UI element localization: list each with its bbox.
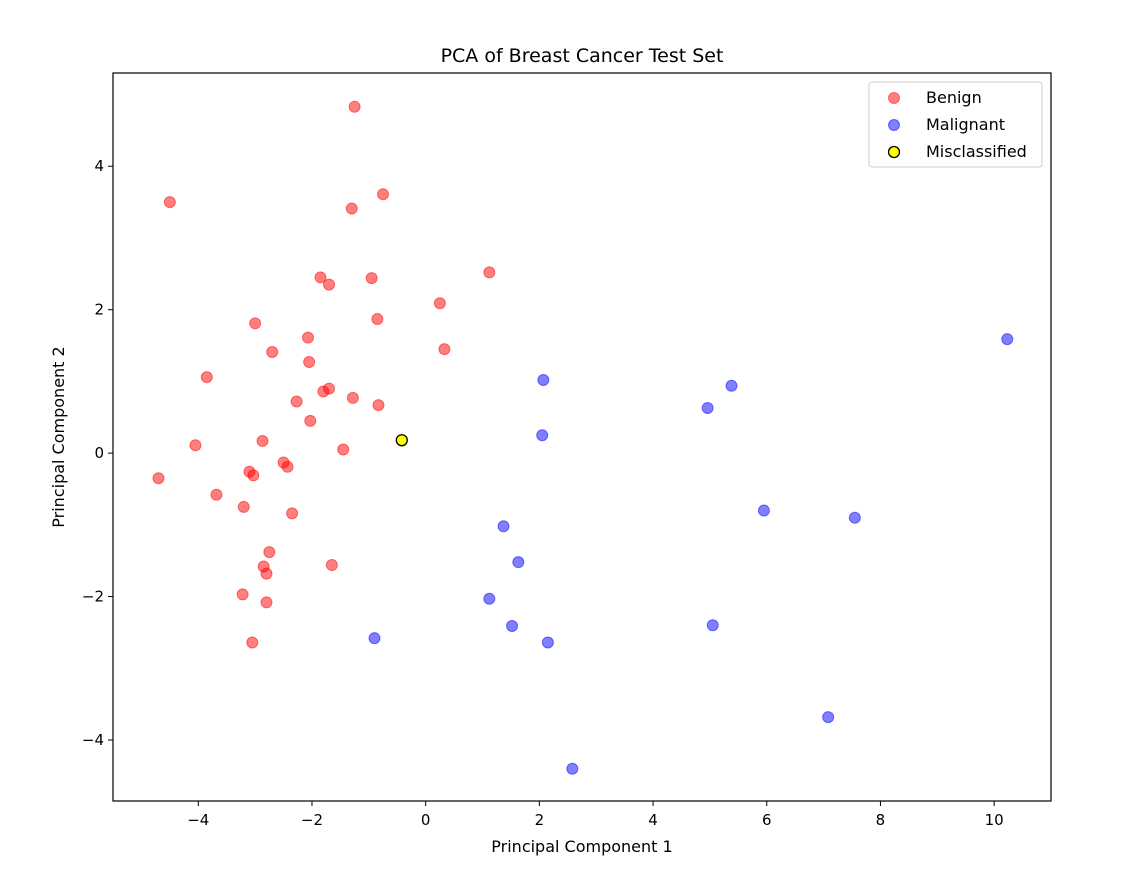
data-point-benign [260,596,273,609]
plot-frame [112,72,1052,802]
data-point-benign [325,559,338,572]
data-point-benign [433,297,446,310]
data-point-benign [345,202,358,215]
data-point-malignant [701,401,714,414]
data-point-malignant [566,762,579,775]
x-tick-label: −4 [187,811,209,829]
y-tick-label: −4 [82,731,104,749]
legend: Benign Malignant Misclassified [868,81,1043,168]
legend-marker-benign [888,92,900,104]
data-point-benign [189,439,202,452]
data-point-benign [249,317,262,330]
data-point-benign [247,469,260,482]
data-point-benign [337,443,350,456]
data-points [152,100,1014,775]
y-tick-label: 4 [94,157,104,175]
legend-label-misclassified: Misclassified [926,142,1027,161]
data-point-malignant [497,520,510,533]
x-tick-label: 6 [762,811,772,829]
data-point-malignant [368,632,381,645]
data-point-benign [301,331,314,344]
data-point-benign [256,434,269,447]
data-point-benign [314,271,327,284]
data-point-benign [163,196,176,209]
data-point-benign [152,472,165,485]
data-point-benign [372,399,385,412]
data-point-malignant [822,711,835,724]
data-point-malignant [512,556,525,569]
data-point-benign [346,391,359,404]
data-point-malignant [483,592,496,605]
data-point-benign [286,507,299,520]
y-tick-label: 0 [94,444,104,462]
data-point-benign [290,395,303,408]
x-axis-label: Principal Component 1 [491,837,672,856]
data-point-benign [377,188,390,201]
data-point-benign [281,460,294,473]
x-tick-label: −2 [301,811,323,829]
data-point-benign [210,488,223,501]
data-point-benign [323,278,336,291]
data-point-benign [438,343,451,356]
data-point-benign [365,272,378,285]
x-tick-label: 0 [421,811,431,829]
data-point-benign [371,313,384,326]
legend-label-malignant: Malignant [926,115,1005,134]
data-point-malignant [541,636,554,649]
data-point-benign [303,356,316,369]
chart-title: PCA of Breast Cancer Test Set [441,45,724,67]
legend-marker-malignant [888,119,900,131]
data-point-misclassified [395,434,408,447]
data-point-malignant [1001,333,1014,346]
y-axis-label: Principal Component 2 [49,346,68,527]
x-tick-label: 8 [876,811,886,829]
data-point-benign [348,100,361,113]
x-tick-label: 4 [648,811,658,829]
data-point-benign [200,371,213,384]
x-tick-label: 2 [535,811,545,829]
data-point-benign [237,500,250,513]
data-point-malignant [757,504,770,517]
data-point-benign [483,266,496,279]
data-point-benign [236,588,249,601]
data-point-benign [266,346,279,359]
data-point-benign [246,636,259,649]
y-axis: −4 −2 0 2 4 [82,157,113,749]
data-point-malignant [536,429,549,442]
data-point-malignant [537,373,550,386]
legend-label-benign: Benign [926,88,982,107]
x-axis: −4 −2 0 2 4 6 8 10 [187,801,1004,829]
data-point-benign [260,567,273,580]
data-point-malignant [706,619,719,632]
data-point-benign [304,414,317,427]
legend-frame [868,81,1043,168]
data-point-malignant [725,379,738,392]
y-tick-label: −2 [82,588,104,606]
x-tick-label: 10 [985,811,1004,829]
y-tick-label: 2 [94,301,104,319]
legend-marker-misclassified [887,145,901,159]
data-point-benign [263,546,276,559]
data-point-malignant [848,511,861,524]
data-point-malignant [506,619,519,632]
data-point-benign [323,382,336,395]
